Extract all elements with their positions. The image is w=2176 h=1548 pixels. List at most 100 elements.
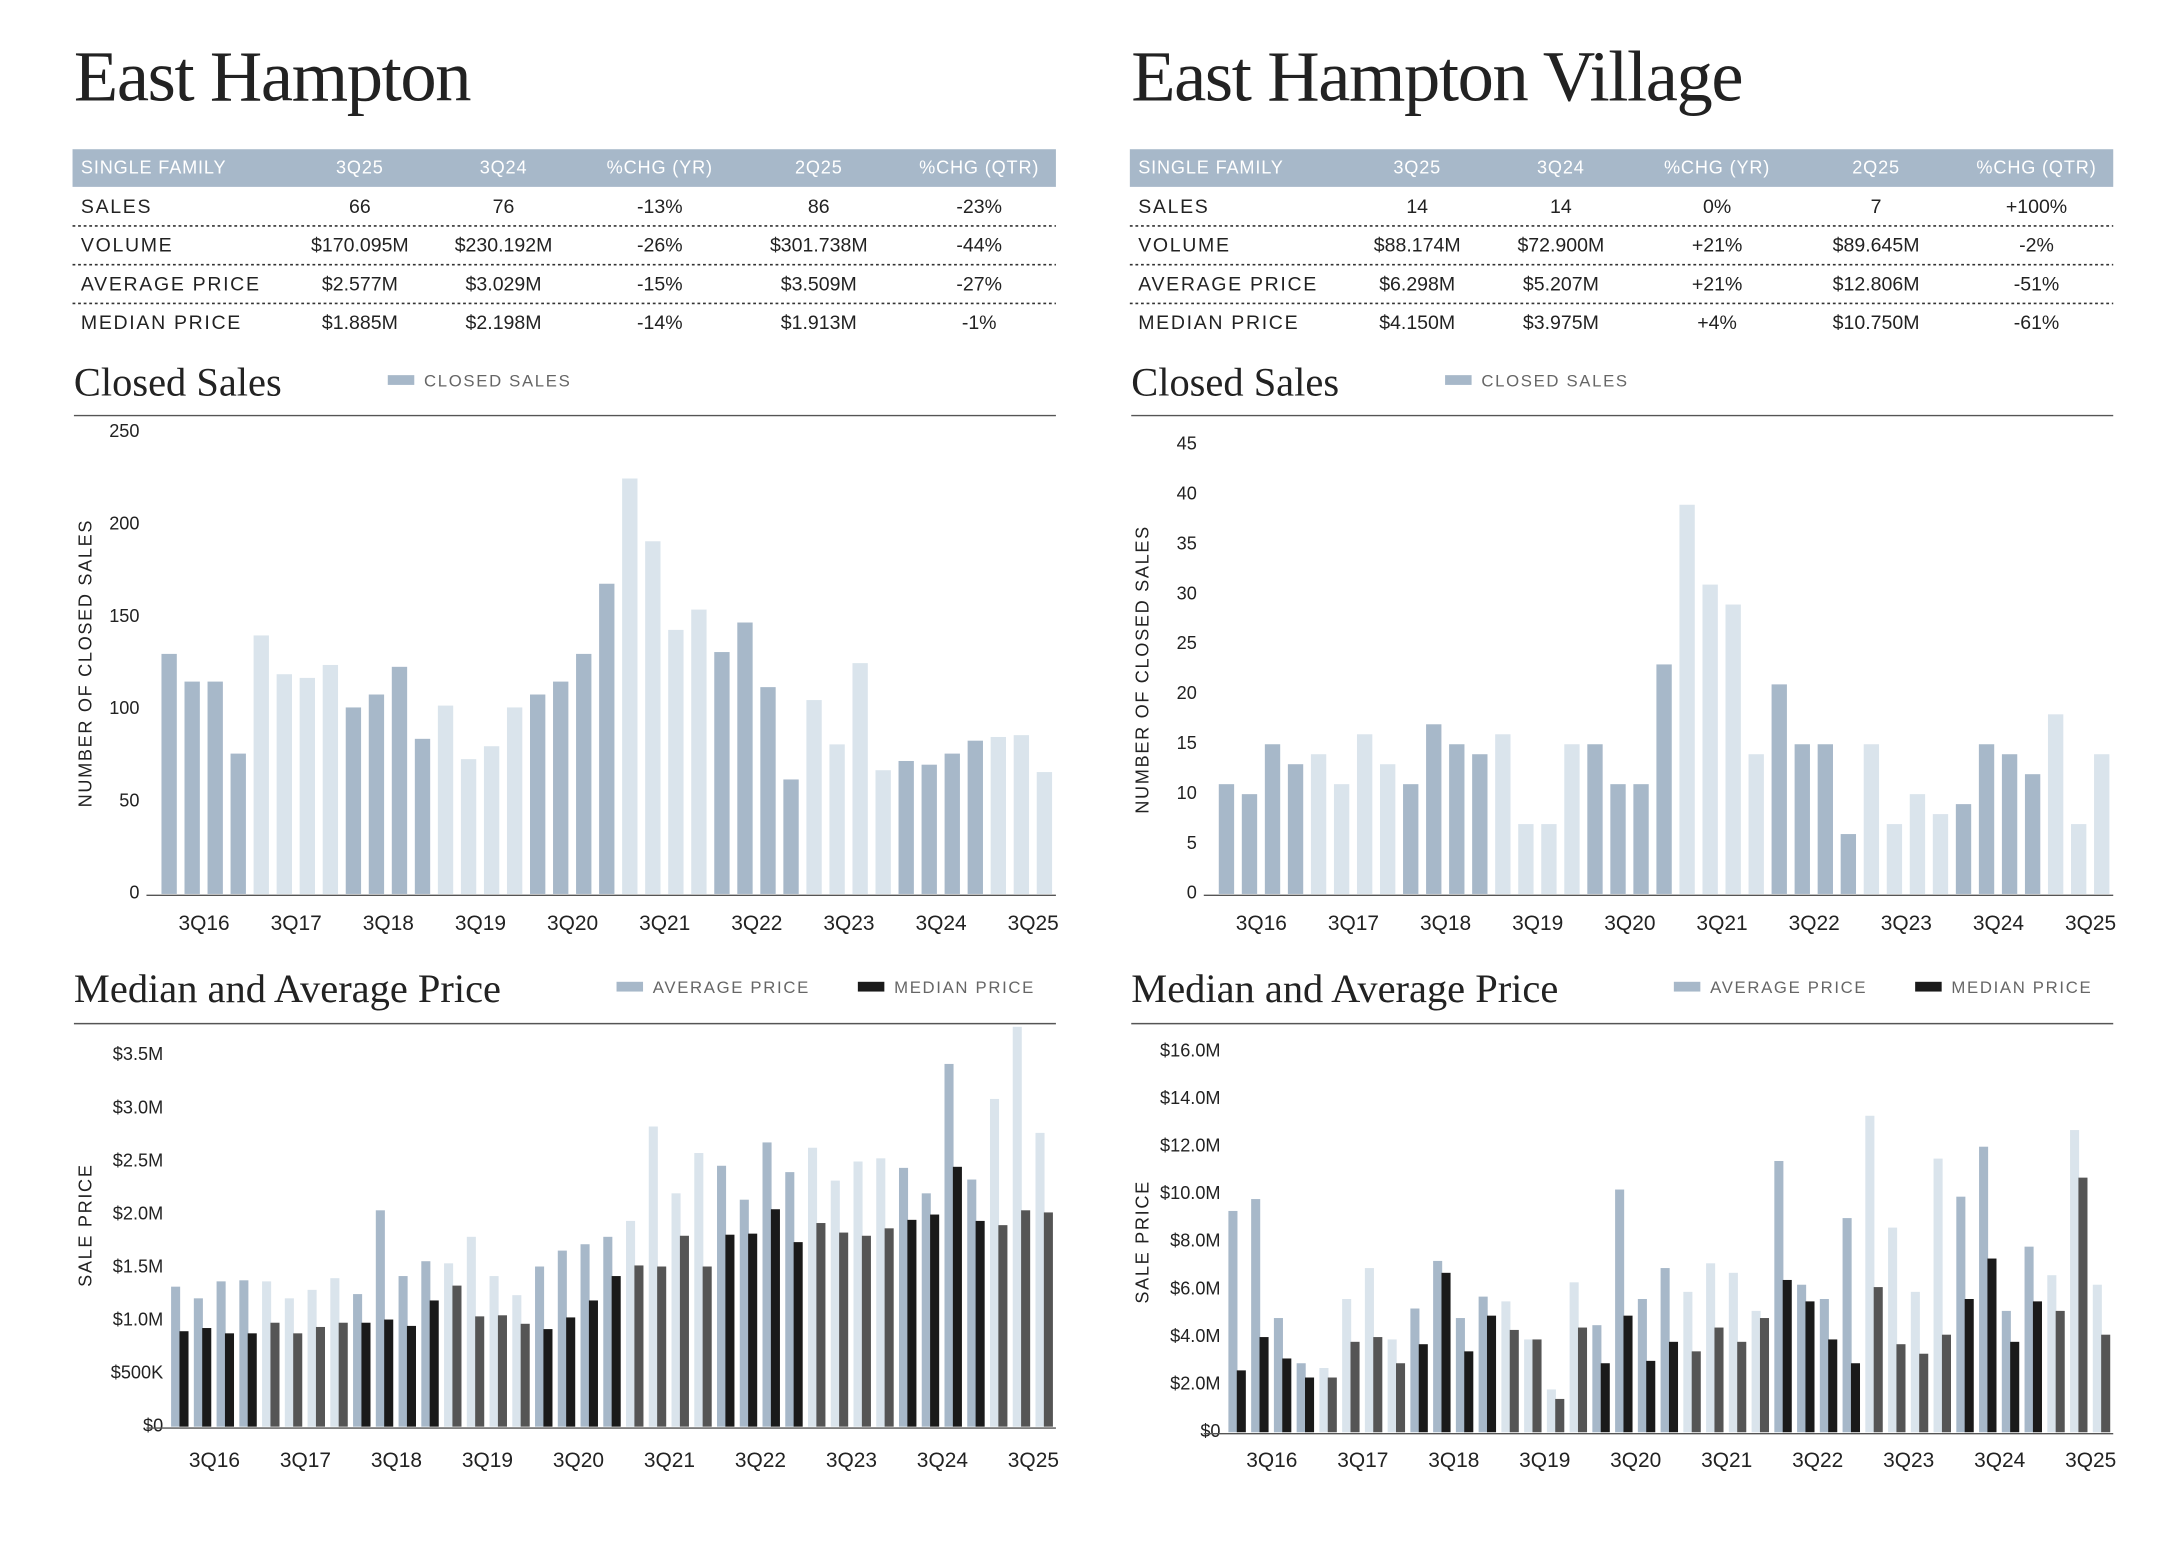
bar — [1668, 1341, 1679, 1433]
bar — [284, 1298, 294, 1427]
y-tick-label: $14.0M — [1160, 1088, 1220, 1108]
bar — [276, 674, 292, 894]
bar — [1888, 1227, 1898, 1433]
bar — [529, 694, 546, 894]
bar — [1828, 1339, 1838, 1433]
bar — [1932, 814, 1949, 894]
bar — [861, 1235, 871, 1427]
chart-title: Closed Sales — [1131, 360, 1339, 405]
bar — [816, 1223, 826, 1427]
x-tick-label: 3Q18 — [363, 912, 414, 935]
legend-swatch — [1445, 375, 1472, 385]
bar — [830, 1180, 840, 1427]
bar — [1373, 1337, 1383, 1433]
bar — [193, 1298, 203, 1427]
bar — [557, 1250, 567, 1427]
table-cell: 14 — [1550, 196, 1572, 218]
bar — [437, 705, 454, 894]
table-cell: $5.207M — [1523, 273, 1599, 295]
bar — [262, 1281, 272, 1427]
bar — [1495, 734, 1511, 894]
table-cell: AVERAGE PRICE — [81, 273, 261, 295]
bar — [489, 1276, 499, 1427]
y-tick-label: $6.0M — [1170, 1278, 1220, 1298]
bar — [1472, 754, 1488, 894]
bar — [1691, 1351, 1701, 1433]
bar — [648, 1126, 658, 1427]
bar — [645, 541, 661, 894]
x-tick-label: 3Q25 — [2065, 1449, 2116, 1472]
table-cell: -26% — [637, 235, 683, 257]
bar — [322, 664, 339, 894]
bar — [1478, 1296, 1488, 1433]
bar — [599, 583, 615, 894]
x-tick-label: 3Q20 — [1604, 912, 1655, 935]
bar — [717, 1165, 727, 1427]
bar — [391, 666, 408, 894]
bar — [1541, 824, 1557, 894]
bar — [1455, 1318, 1465, 1433]
legend-swatch — [1915, 981, 1942, 992]
legend-swatch — [387, 375, 415, 385]
bar — [2071, 824, 2087, 894]
x-tick-label: 3Q22 — [1792, 1449, 1843, 1472]
x-tick-label: 3Q20 — [1610, 1449, 1661, 1472]
bar — [829, 744, 845, 894]
bar — [520, 1323, 530, 1427]
bar — [1610, 784, 1626, 894]
bar — [353, 1294, 363, 1427]
table-cell: -2% — [2019, 235, 2054, 257]
bar — [839, 1232, 849, 1427]
bar — [1979, 1146, 1989, 1433]
bar — [253, 635, 269, 894]
bar — [876, 1158, 886, 1427]
table-cell: $230.192M — [455, 235, 553, 257]
bar — [1615, 1189, 1625, 1433]
bar — [898, 760, 914, 894]
x-tick-label: 3Q25 — [1008, 1449, 1059, 1472]
x-tick-label: 3Q22 — [735, 1449, 786, 1472]
bar — [179, 1331, 189, 1427]
table-cell: SALES — [81, 196, 152, 218]
bar — [224, 1333, 235, 1427]
table-cell: AVERAGE PRICE — [1138, 273, 1318, 295]
bar — [398, 1276, 408, 1427]
bar — [1660, 1268, 1670, 1433]
table-cell: $4.150M — [1379, 312, 1455, 334]
bar — [1656, 664, 1672, 894]
x-tick-label: 3Q21 — [1696, 912, 1747, 935]
table-cell: 0% — [1703, 196, 1731, 218]
y-tick-label: 100 — [109, 698, 139, 718]
bar — [1426, 724, 1442, 894]
bar — [1737, 1341, 1747, 1433]
table-header-cell: %CHG (QTR) — [1976, 158, 2096, 178]
y-tick-label: $2.0M — [1170, 1373, 1220, 1393]
x-tick-label: 3Q23 — [826, 1449, 877, 1472]
x-tick-label: 3Q17 — [271, 912, 322, 935]
bar — [725, 1234, 735, 1427]
bar — [588, 1300, 598, 1427]
table-header-cell: 2Q25 — [795, 158, 843, 178]
bar — [384, 1319, 394, 1427]
bar — [1282, 1358, 1292, 1433]
bar — [1546, 1389, 1556, 1433]
bar — [2047, 714, 2064, 894]
bar — [1587, 744, 1603, 894]
bar — [270, 1322, 280, 1427]
bar — [1012, 1026, 1022, 1427]
table-cell: $3.029M — [466, 273, 542, 295]
bar — [1356, 734, 1373, 894]
bar — [1794, 744, 1810, 894]
y-tick-label: 45 — [1177, 434, 1197, 454]
bar — [884, 1228, 894, 1427]
bar — [793, 1242, 803, 1427]
bar — [603, 1236, 613, 1427]
bar — [1646, 1360, 1656, 1433]
bar — [543, 1329, 553, 1427]
x-tick-label: 3Q19 — [1512, 912, 1563, 935]
table-header-cell: %CHG (YR) — [1664, 158, 1770, 178]
y-axis-label: NUMBER OF CLOSED SALES — [1133, 525, 1153, 814]
table-header-cell: 3Q24 — [480, 158, 528, 178]
bar — [2078, 1177, 2088, 1433]
bar — [1955, 804, 1972, 894]
